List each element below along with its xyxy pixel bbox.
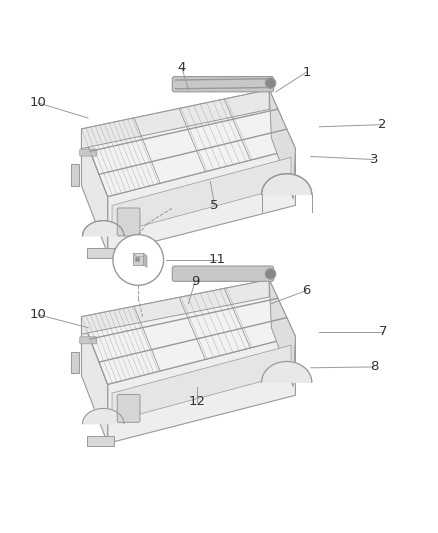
Text: 3: 3 (370, 153, 378, 166)
FancyBboxPatch shape (172, 266, 274, 281)
Circle shape (113, 235, 163, 285)
Polygon shape (82, 221, 124, 236)
Polygon shape (82, 408, 124, 424)
Polygon shape (81, 90, 295, 197)
Polygon shape (144, 254, 147, 268)
FancyBboxPatch shape (172, 77, 274, 92)
Polygon shape (108, 149, 295, 253)
FancyBboxPatch shape (80, 337, 97, 344)
Text: 12: 12 (189, 395, 206, 408)
Polygon shape (81, 90, 269, 149)
Polygon shape (108, 336, 295, 443)
Text: 6: 6 (302, 284, 311, 297)
Text: 5: 5 (210, 199, 219, 212)
Polygon shape (71, 352, 79, 374)
Polygon shape (81, 280, 269, 334)
Polygon shape (133, 254, 147, 256)
Text: 8: 8 (370, 360, 378, 374)
Polygon shape (112, 157, 291, 234)
Polygon shape (269, 90, 295, 199)
Polygon shape (87, 248, 114, 258)
Text: 4: 4 (178, 61, 186, 74)
Text: 10: 10 (29, 96, 46, 109)
Text: 1: 1 (302, 66, 311, 79)
Polygon shape (87, 436, 114, 446)
Polygon shape (269, 280, 295, 386)
Text: 2: 2 (378, 118, 387, 131)
Circle shape (265, 78, 276, 88)
FancyBboxPatch shape (80, 149, 97, 156)
Polygon shape (81, 129, 108, 253)
Polygon shape (112, 345, 291, 422)
Polygon shape (261, 174, 312, 195)
FancyBboxPatch shape (135, 257, 139, 261)
Text: 9: 9 (191, 275, 199, 288)
Text: 10: 10 (29, 308, 46, 321)
Polygon shape (133, 254, 144, 265)
Text: 11: 11 (208, 254, 225, 266)
Circle shape (265, 269, 276, 279)
Polygon shape (261, 361, 312, 382)
Polygon shape (81, 317, 108, 443)
Text: 7: 7 (378, 326, 387, 338)
FancyBboxPatch shape (117, 208, 140, 236)
FancyBboxPatch shape (117, 394, 140, 422)
Polygon shape (71, 164, 79, 185)
Polygon shape (81, 280, 295, 384)
